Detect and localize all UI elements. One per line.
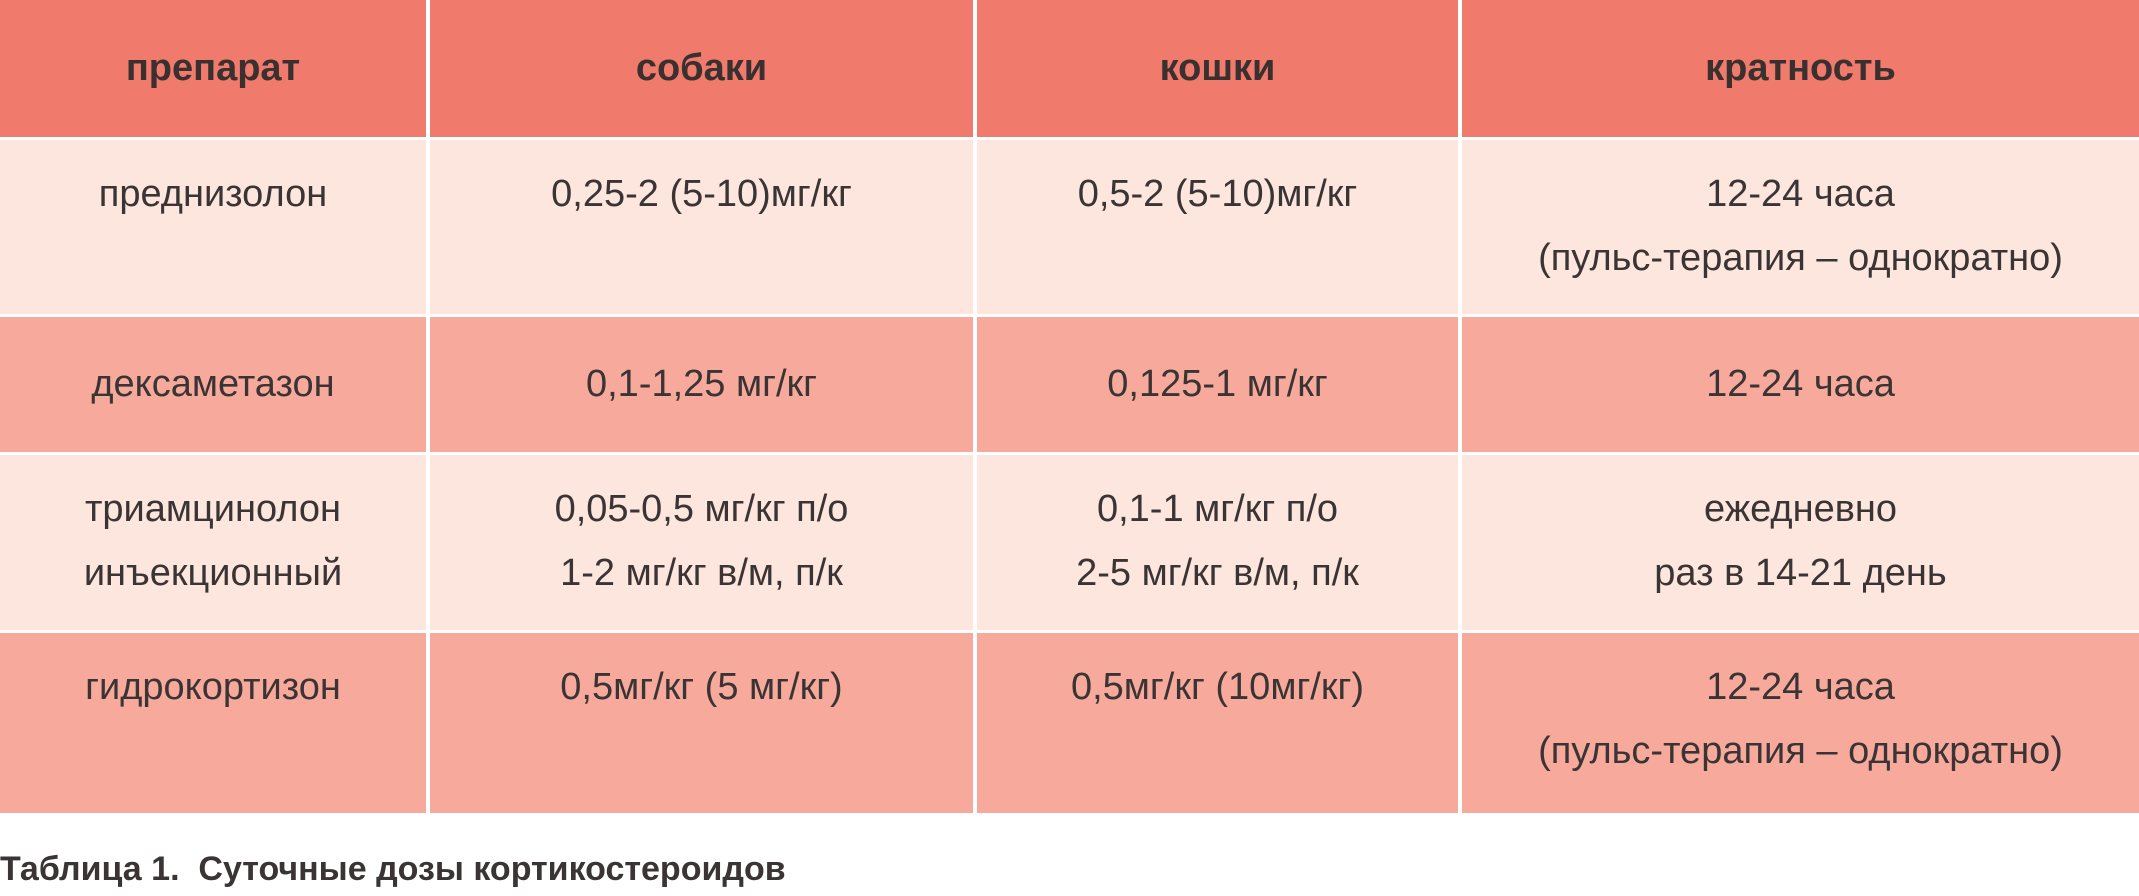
cell-cats: 0,125-1 мг/кг: [977, 314, 1462, 452]
cell-frequency: 12-24 часа: [1462, 314, 2139, 452]
cell-line: инъекционный: [83, 552, 343, 594]
cell-line: 0,5мг/кг (5 мг/кг): [560, 666, 843, 708]
cell-line: 0,25-2 (5-10)мг/кг: [551, 173, 852, 215]
cell-line: ежедневно: [1703, 488, 1898, 530]
table-row: гидрокортизон 0,5мг/кг (5 мг/кг) 0,5мг/кг …: [0, 630, 2139, 813]
table-row: дексаметазон 0,1-1,25 мг/кг 0,125-1 мг/кг 1…: [0, 314, 2139, 452]
cell-dogs: 0,05-0,5 мг/кг п/о 1-2 мг/кг в/м, п/к: [430, 452, 977, 630]
header-cats: кошки: [977, 0, 1462, 137]
corticosteroid-dose-table: препарат собаки кошки кратность преднизо…: [0, 0, 2139, 813]
cell-dogs: 0,1-1,25 мг/кг: [430, 314, 977, 452]
cell-frequency: 12-24 часа (пульс-терапия – однократно): [1462, 630, 2139, 813]
cell-line: триамцинолон: [84, 488, 342, 530]
cell-line: 12-24 часа: [1706, 363, 1895, 405]
header-drug: препарат: [0, 0, 430, 137]
cell-line: 12-24 часа: [1706, 666, 1895, 708]
cell-line: (пульс-терапия – однократно): [1538, 237, 2063, 279]
cell-drug: преднизолон: [0, 137, 430, 314]
cell-frequency: 12-24 часа (пульс-терапия – однократно): [1462, 137, 2139, 314]
cell-line: 0,5мг/кг (10мг/кг): [1070, 666, 1364, 708]
cell-line: 0,05-0,5 мг/кг п/о: [554, 488, 849, 530]
header-dogs: собаки: [430, 0, 977, 137]
cell-line: 0,125-1 мг/кг: [1107, 363, 1328, 405]
header-frequency: кратность: [1462, 0, 2139, 137]
cell-line: 12-24 часа: [1706, 173, 1895, 215]
cell-dogs: 0,5мг/кг (5 мг/кг): [430, 630, 977, 813]
cell-frequency: ежедневно раз в 14-21 день: [1462, 452, 2139, 630]
cell-dogs: 0,25-2 (5-10)мг/кг: [430, 137, 977, 314]
cell-line: 2-5 мг/кг в/м, п/к: [1076, 552, 1359, 594]
cell-cats: 0,5мг/кг (10мг/кг): [977, 630, 1462, 813]
cell-line: преднизолон: [98, 173, 328, 215]
cell-line: раз в 14-21 день: [1654, 552, 1947, 594]
cell-line: дексаметазон: [91, 363, 335, 405]
cell-drug: триамцинолон инъекционный: [0, 452, 430, 630]
table-row: преднизолон 0,25-2 (5-10)мг/кг 0,5-2 (5-10…: [0, 137, 2139, 314]
cell-line: (пульс-терапия – однократно): [1538, 730, 2063, 772]
header-row: препарат собаки кошки кратность: [0, 0, 2139, 137]
cell-line: 0,1-1 мг/кг п/о: [1096, 488, 1339, 530]
cell-line: 0,1-1,25 мг/кг: [585, 363, 818, 405]
cell-line: 1-2 мг/кг в/м, п/к: [560, 552, 843, 594]
cell-cats: 0,5-2 (5-10)мг/кг: [977, 137, 1462, 314]
cell-drug: гидрокортизон: [0, 630, 430, 813]
cell-line: 0,5-2 (5-10)мг/кг: [1077, 173, 1358, 215]
cell-drug: дексаметазон: [0, 314, 430, 452]
table-caption: Таблица 1. Суточные дозы кортикостероидо…: [0, 850, 786, 888]
cell-line: гидрокортизон: [85, 666, 341, 708]
table-row: триамцинолон инъекционный 0,05-0,5 мг/кг п…: [0, 452, 2139, 630]
cell-cats: 0,1-1 мг/кг п/о 2-5 мг/кг в/м, п/к: [977, 452, 1462, 630]
